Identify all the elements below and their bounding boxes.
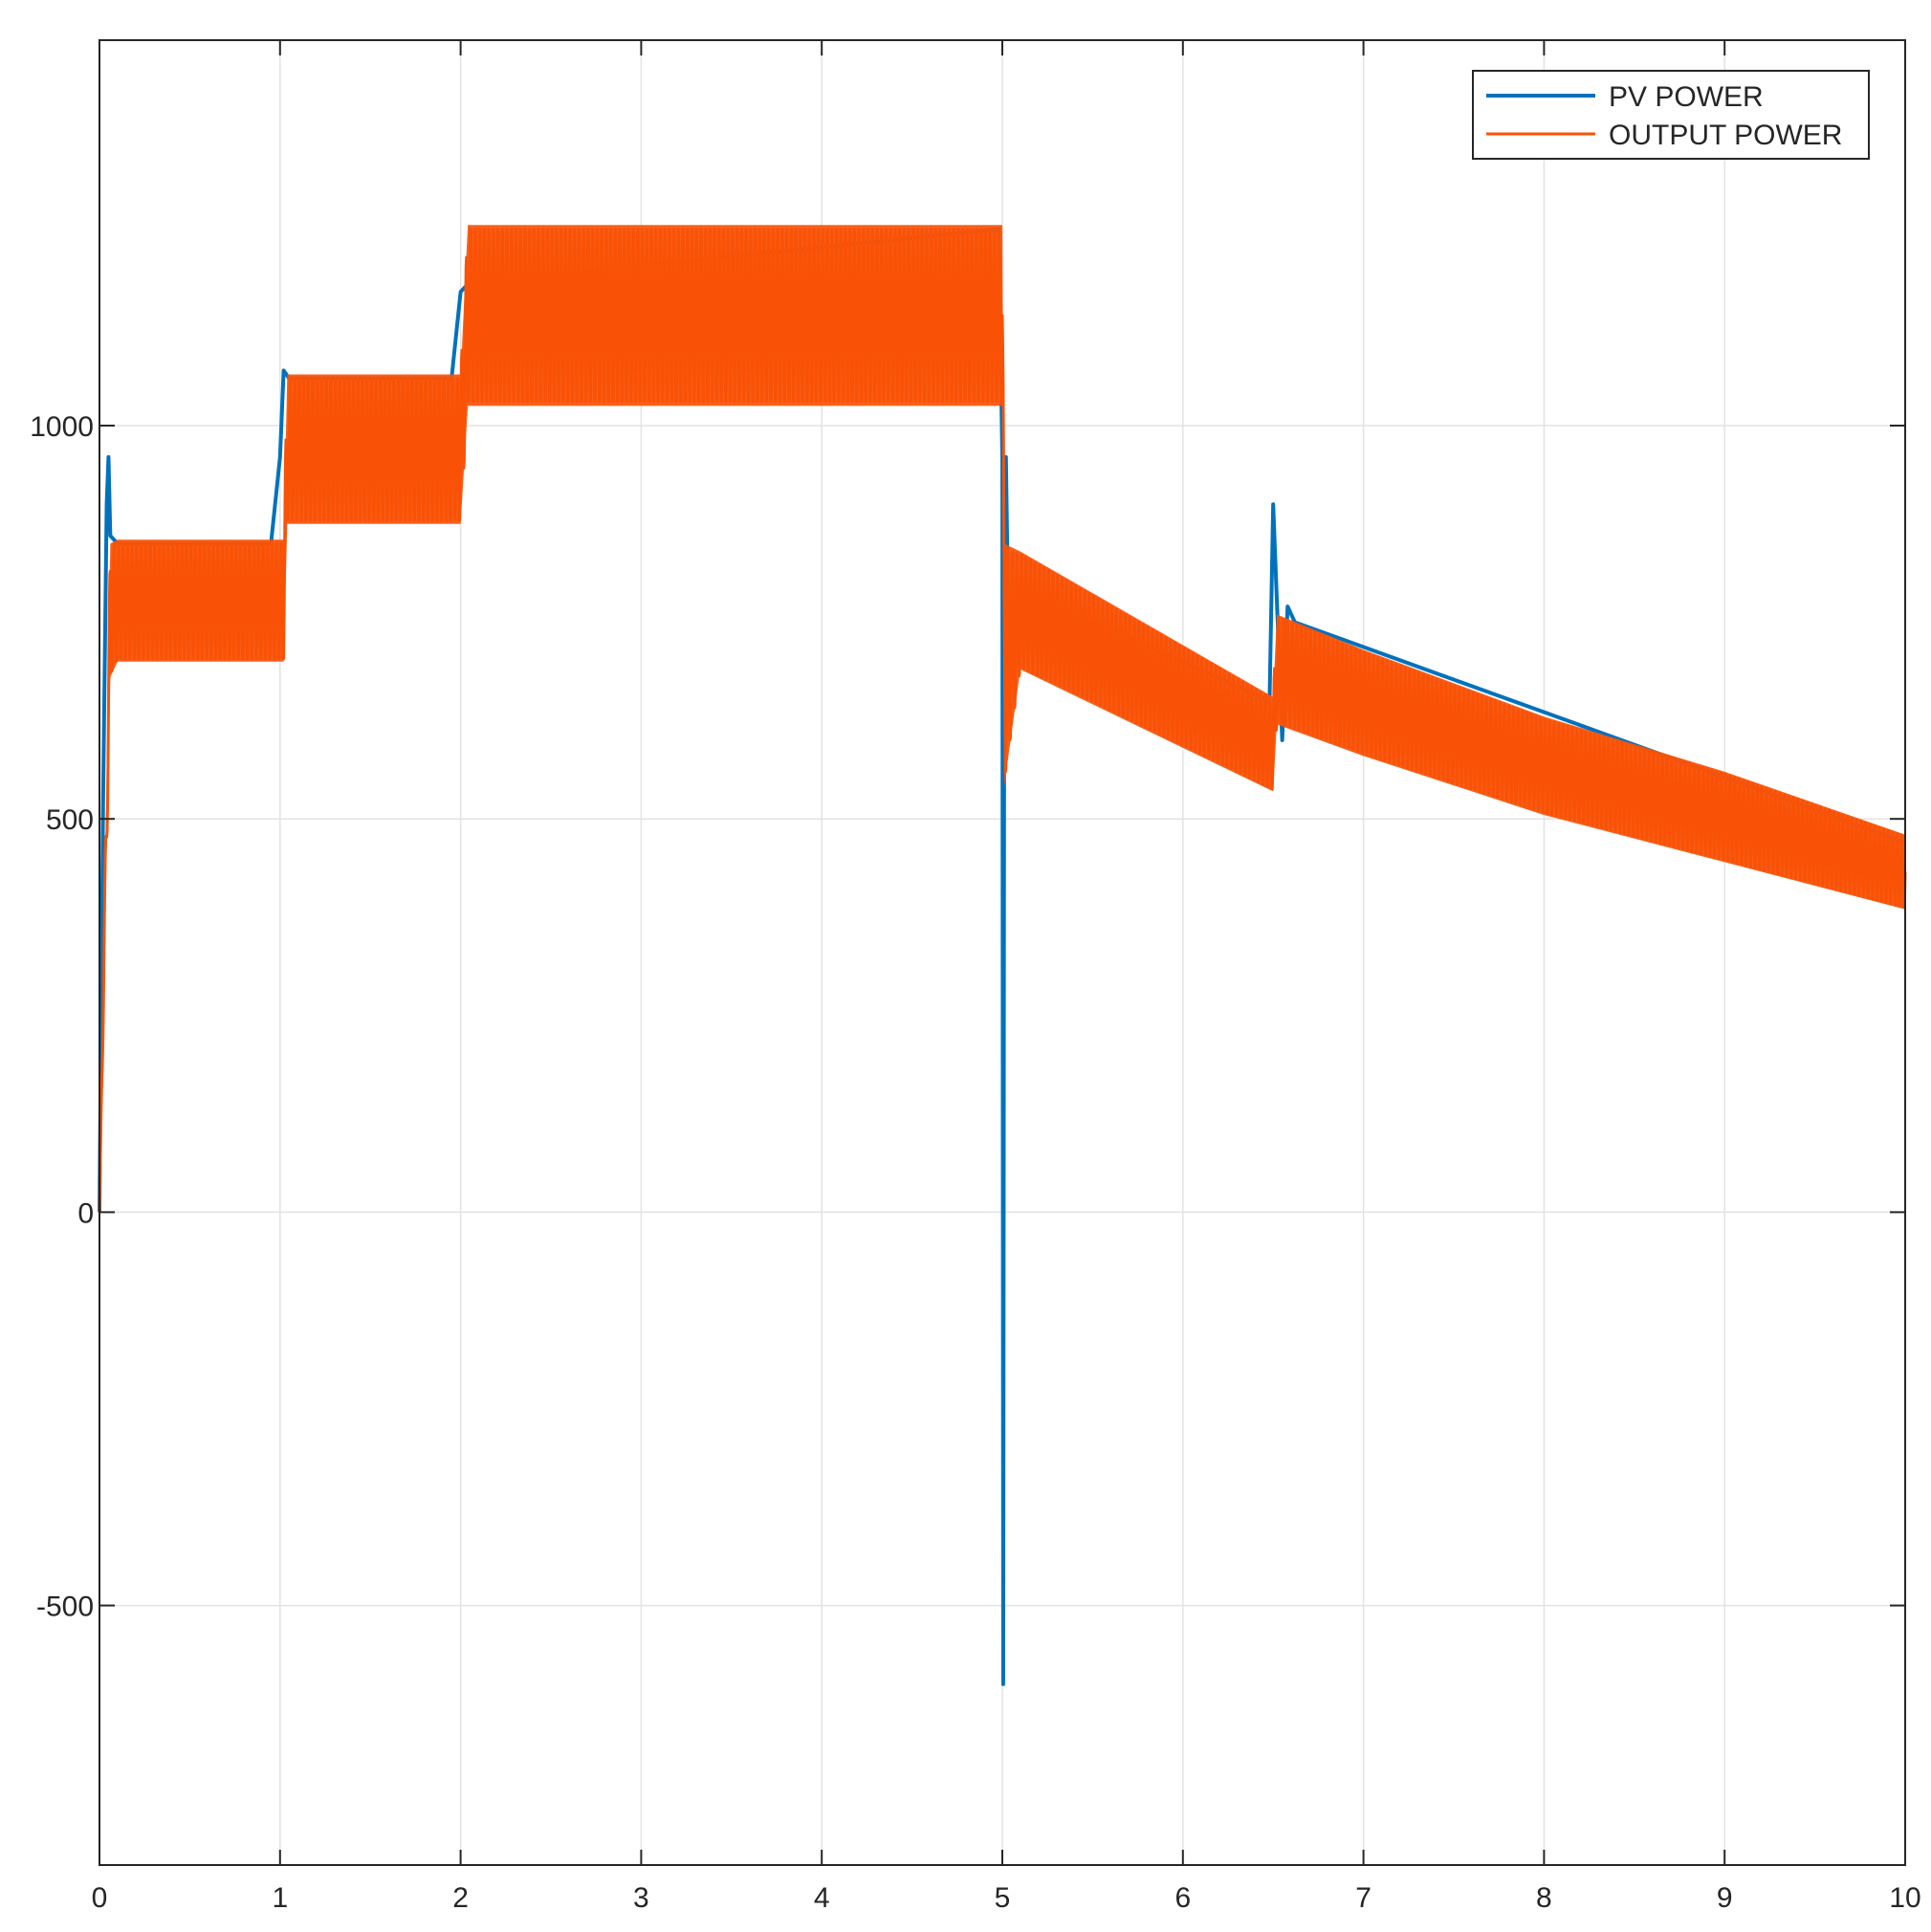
- x-tick-label: 4: [814, 1882, 830, 1914]
- legend-box: [1472, 70, 1870, 160]
- x-tick-label: 0: [92, 1882, 108, 1914]
- x-tick-label: 6: [1174, 1882, 1191, 1914]
- legend: PV POWER OUTPUT POWER: [1472, 70, 1870, 160]
- legend-label-pv-power: PV POWER: [1609, 81, 1764, 113]
- legend-label-output-power: OUTPUT POWER: [1609, 120, 1842, 151]
- x-tick-label: 3: [633, 1882, 649, 1914]
- y-tick-label: -500: [36, 1592, 94, 1623]
- x-tick-label: 7: [1355, 1882, 1371, 1914]
- axes-layer: 0 1 2 3 4 5 6 7 8 9 10 -500 0 500 1000: [30, 39, 1921, 1914]
- x-tick-label: 5: [995, 1882, 1011, 1914]
- y-tick-label: 0: [77, 1197, 94, 1229]
- series-layer: [98, 225, 1907, 1686]
- x-tick-label: 1: [272, 1882, 288, 1914]
- x-tick-label: 10: [1889, 1882, 1920, 1914]
- x-tick-label: 8: [1536, 1882, 1552, 1914]
- x-tick-label: 9: [1717, 1882, 1733, 1914]
- x-tick-label: 2: [452, 1882, 469, 1914]
- y-tick-label: 500: [46, 804, 94, 836]
- series-output-power-band: [99, 225, 1905, 1213]
- y-tick-label: 1000: [30, 411, 94, 443]
